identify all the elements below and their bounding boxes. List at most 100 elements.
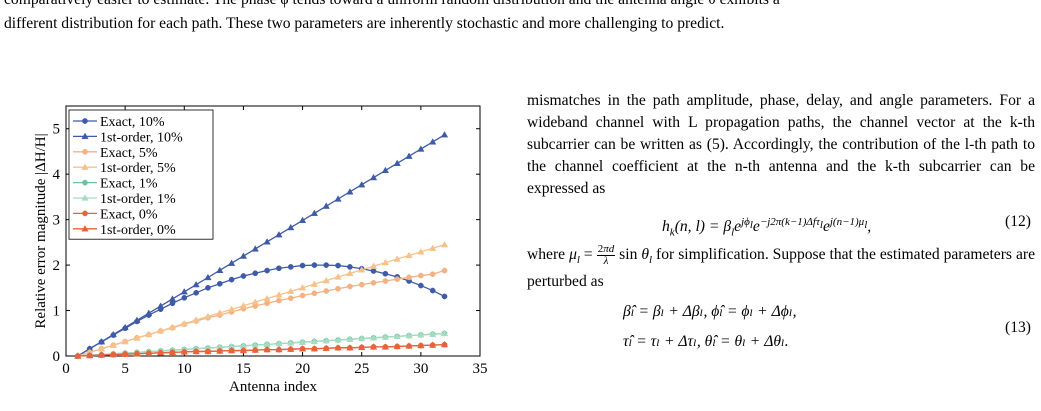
legend-marker-4 bbox=[81, 163, 89, 170]
y-tick-label: 3 bbox=[53, 213, 61, 229]
series-1-point bbox=[347, 264, 353, 270]
series-1-point bbox=[193, 289, 199, 296]
series-1-point bbox=[240, 273, 247, 279]
figure: 0 5 10 15 20 25 30 35 0 1 2 3 4 5 Antenna index Relativ… bbox=[0, 86, 500, 411]
series-8-point bbox=[192, 347, 200, 355]
series-1-point bbox=[370, 268, 377, 274]
series-2-point bbox=[204, 273, 212, 281]
series-8-point bbox=[74, 352, 82, 359]
series-line-3 bbox=[77, 269, 445, 357]
series-4-point bbox=[145, 330, 153, 338]
x-tick-label: 10 bbox=[177, 361, 192, 377]
series-1-point bbox=[276, 265, 282, 272]
equation-13-number: (13) bbox=[1005, 319, 1031, 337]
series-2-point bbox=[440, 131, 449, 138]
series-6-point bbox=[440, 329, 449, 337]
legend-label-5: Exact, 1% bbox=[100, 177, 158, 192]
series-3-point bbox=[276, 297, 282, 304]
series-4-point bbox=[417, 248, 425, 255]
series-4-point bbox=[310, 280, 319, 287]
top-paragraph: comparatively easier to estimate. The ph… bbox=[4, 0, 1036, 36]
series-6-point bbox=[346, 335, 354, 342]
y-tick-label: 2 bbox=[53, 258, 61, 274]
series-8-point bbox=[133, 350, 141, 357]
series-6-point bbox=[298, 338, 307, 345]
series-6-point bbox=[369, 334, 378, 341]
series-8-point bbox=[381, 343, 390, 350]
top-text-line-1: comparatively easier to estimate. The ph… bbox=[4, 0, 1036, 12]
series-1-point bbox=[216, 280, 223, 287]
series-8-point bbox=[263, 345, 271, 353]
series-3-point bbox=[406, 274, 412, 281]
legend-marker-3 bbox=[82, 148, 88, 155]
series-4-point bbox=[358, 266, 366, 273]
series-4-point bbox=[168, 323, 177, 330]
series-6-point bbox=[287, 339, 295, 346]
series-1-point bbox=[323, 262, 330, 268]
series-4-point bbox=[405, 251, 413, 259]
paragraph-where: where μl = 2πd λ sin θl for simplificatio… bbox=[527, 243, 1035, 291]
error-chart: 0 5 10 15 20 25 30 35 0 1 2 3 4 5 Antenna index Relativ… bbox=[33, 105, 488, 395]
series-8-point bbox=[204, 347, 212, 355]
series-1-point bbox=[252, 270, 259, 277]
series-4-point bbox=[227, 305, 236, 312]
equation-12-number: (12) bbox=[1005, 213, 1031, 230]
series-4-point bbox=[298, 284, 307, 291]
series-2-point bbox=[180, 288, 188, 295]
series-2-point bbox=[310, 209, 319, 216]
series-4-point bbox=[275, 291, 283, 298]
x-tick-label: 20 bbox=[295, 361, 310, 377]
series-2-point bbox=[429, 138, 437, 145]
series-8-point bbox=[346, 344, 354, 351]
series-4-point bbox=[109, 341, 117, 348]
series-4-point bbox=[156, 327, 165, 334]
series-3-point bbox=[441, 267, 448, 274]
series-3-point bbox=[299, 292, 306, 299]
y-tick-label: 1 bbox=[53, 304, 61, 320]
series-8-point bbox=[109, 350, 117, 358]
series-4-point bbox=[216, 309, 224, 316]
series-2-point bbox=[393, 159, 401, 166]
series-4-point bbox=[287, 287, 295, 295]
series-2-point bbox=[216, 266, 224, 274]
series-8-point bbox=[180, 348, 188, 355]
paragraph-channel-model: mismatches in the path amplitude, phase,… bbox=[527, 92, 1035, 197]
series-4-point bbox=[440, 240, 449, 248]
series-2-point bbox=[121, 323, 129, 331]
series-2-point bbox=[369, 173, 378, 181]
series-4-point bbox=[346, 269, 354, 277]
series-6-point bbox=[310, 337, 319, 345]
series-8-point bbox=[287, 345, 295, 352]
series-8-point bbox=[322, 344, 330, 351]
series-2-point bbox=[192, 280, 200, 288]
equation-13: β̂ₗ = βₗ + Δβₗ, ϕ̂ₗ = ϕₗ + Δϕₗ, τ̂ₗ = τₗ… bbox=[527, 301, 1035, 359]
y-axis-label: Relative error magnitude |ΔH/H| bbox=[33, 133, 49, 328]
series-4-point bbox=[369, 262, 378, 269]
equation-13-line-2: τ̂ₗ = τₗ + Δτₗ, θ̂ₗ = θₗ + Δθₗ. bbox=[623, 333, 789, 351]
series-4-point bbox=[429, 244, 437, 251]
series-2-point bbox=[287, 223, 295, 231]
series-8-point bbox=[86, 351, 94, 359]
legend-marker-5 bbox=[82, 179, 88, 186]
legend-label-4: 1st-order, 5% bbox=[100, 161, 176, 176]
series-6-point bbox=[393, 332, 401, 340]
series-1-point bbox=[205, 284, 211, 291]
y-tick-label: 5 bbox=[53, 122, 61, 138]
series-line-4 bbox=[77, 244, 445, 357]
series-3-point bbox=[287, 295, 294, 302]
series-2-point bbox=[145, 309, 153, 316]
series-line-6 bbox=[77, 332, 445, 357]
series-4-point bbox=[133, 334, 141, 341]
series-2-point bbox=[156, 302, 165, 309]
series-8-point bbox=[156, 349, 165, 356]
series-8-point bbox=[168, 348, 177, 356]
equation-12-body: hk(n, l) = βlejϕle−j2π(k−1)Δfτlej(n−1)μl… bbox=[662, 216, 872, 239]
series-line-8 bbox=[77, 343, 445, 357]
series-4-point bbox=[204, 312, 212, 320]
series-3-point bbox=[382, 278, 389, 284]
series-8-point bbox=[358, 343, 366, 351]
legend-marker-8 bbox=[81, 225, 89, 232]
series-4-point bbox=[263, 294, 271, 302]
series-3-point bbox=[323, 288, 330, 294]
series-1-point bbox=[299, 262, 306, 269]
